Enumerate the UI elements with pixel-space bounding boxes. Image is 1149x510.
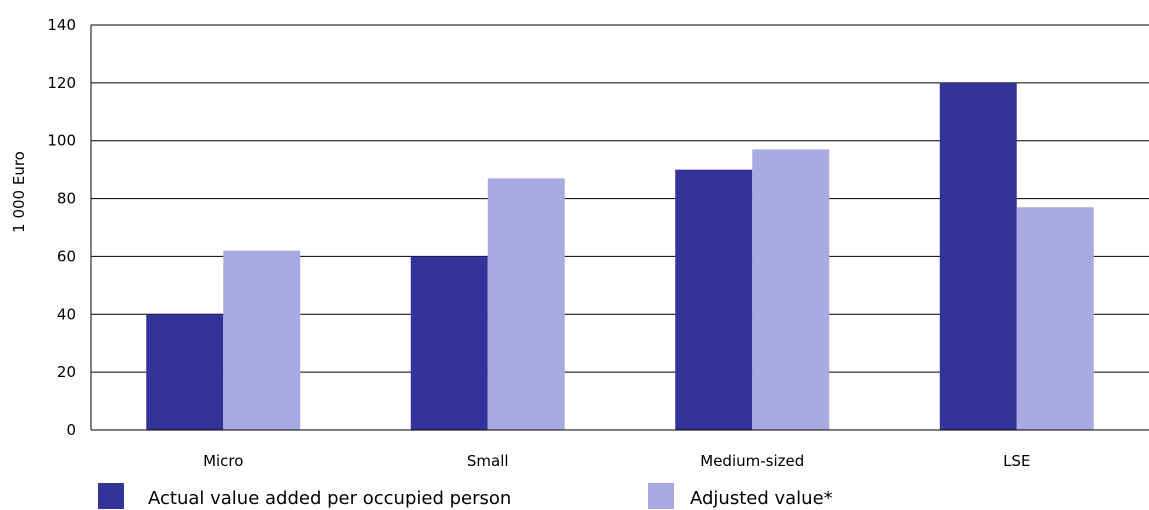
legend-swatch-actual — [98, 483, 124, 509]
y-axis-title: 1 000 Euro — [10, 151, 28, 233]
x-tick-labels: Micro Small Medium-sized LSE — [203, 452, 1030, 470]
legend-label-actual: Actual value added per occupied person — [148, 488, 511, 509]
y-tick-label: 60 — [57, 247, 76, 265]
bar-adjusted-lse — [1016, 207, 1094, 430]
bar-actual-medium-sized — [675, 169, 753, 430]
y-tick-label: 0 — [66, 421, 76, 439]
y-tick-label: 140 — [47, 16, 76, 34]
bar-actual-lse — [939, 82, 1017, 430]
y-tick-label: 80 — [57, 190, 76, 208]
y-tick-labels: 0 20 40 60 80 100 120 140 — [47, 16, 76, 439]
axes — [90, 25, 1149, 431]
legend-label-adjusted: Adjusted value* — [690, 488, 833, 509]
bar-adjusted-small — [487, 178, 565, 430]
y-tick-label: 120 — [47, 74, 76, 92]
bar-adjusted-medium-sized — [752, 149, 830, 430]
x-tick-label: Small — [467, 452, 509, 470]
bar-actual-micro — [146, 314, 224, 430]
y-tick-label: 40 — [57, 305, 76, 323]
bar-adjusted-micro — [223, 250, 301, 430]
legend: Actual value added per occupied person A… — [98, 483, 833, 509]
bars — [146, 82, 1094, 430]
y-tick-label: 20 — [57, 363, 76, 381]
x-tick-label: LSE — [1003, 452, 1030, 470]
y-tick-label: 100 — [47, 132, 76, 150]
x-tick-label: Medium-sized — [700, 452, 804, 470]
bar-actual-small — [410, 256, 488, 430]
x-tick-label: Micro — [203, 452, 243, 470]
legend-swatch-adjusted — [648, 483, 674, 509]
